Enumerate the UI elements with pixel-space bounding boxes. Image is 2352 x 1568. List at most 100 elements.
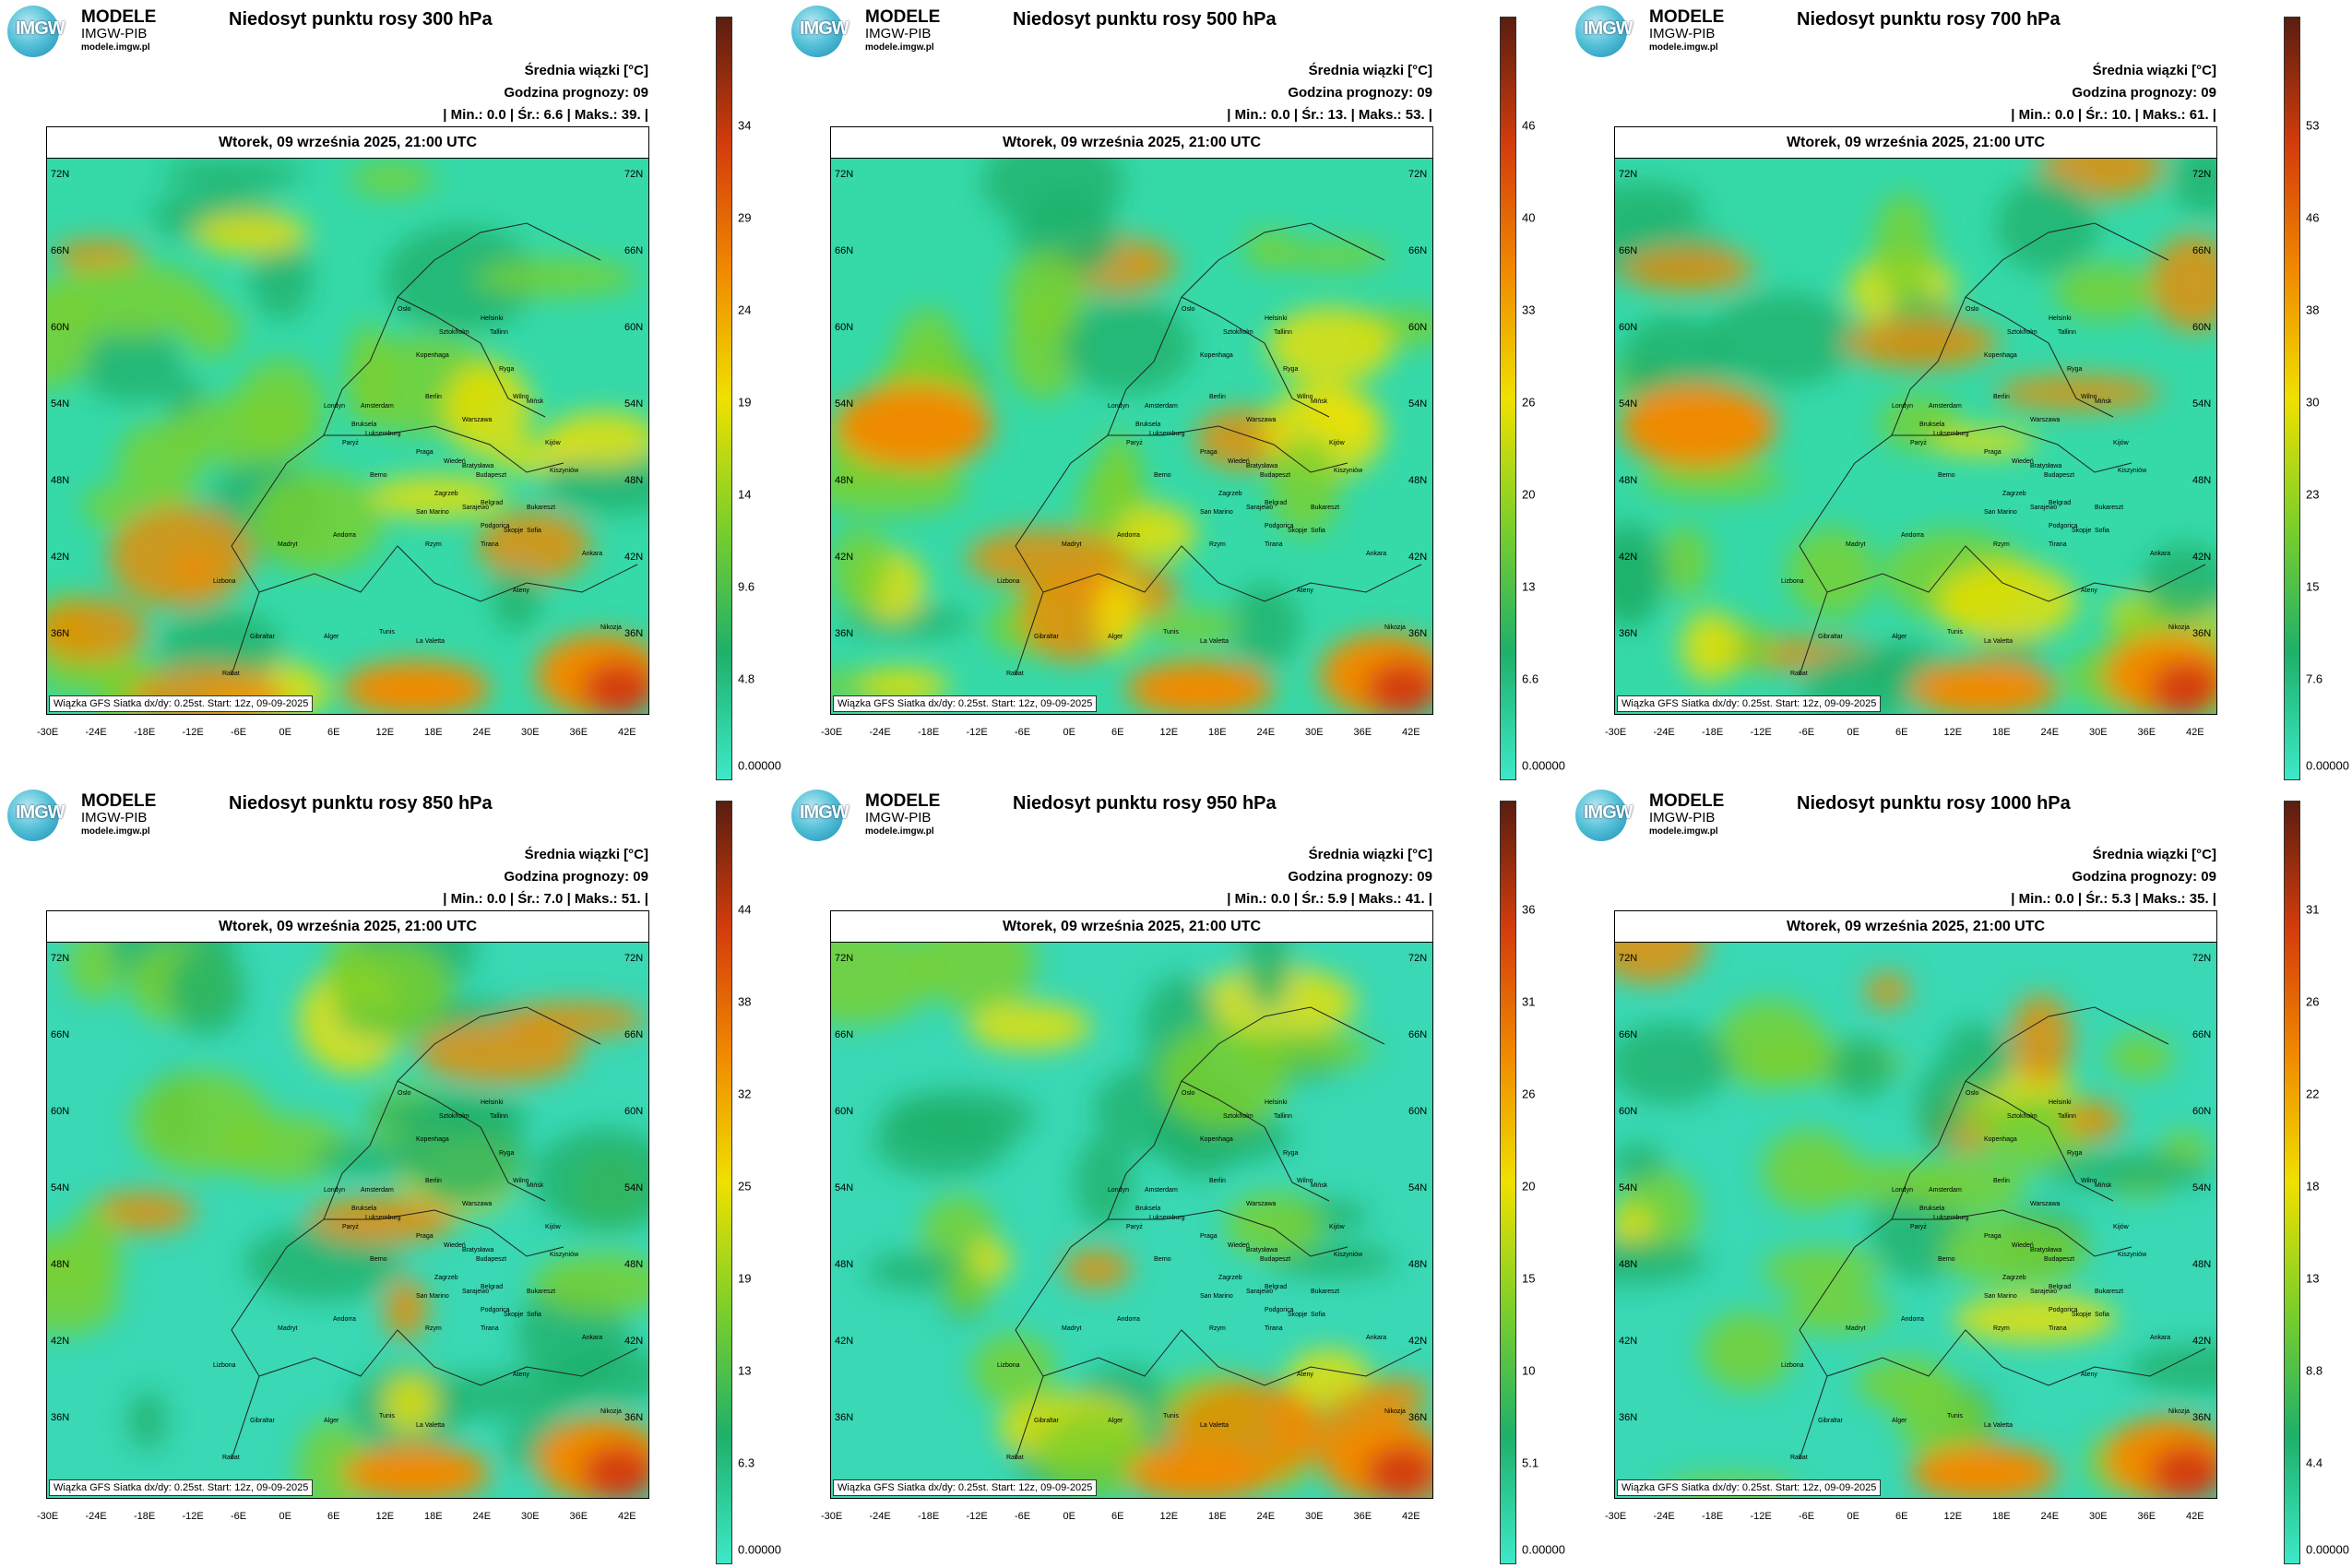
city-label: Ryga <box>499 1150 514 1157</box>
imgw-logo: IMGW MODELE IMGW-PIB modele.imgw.pl <box>784 0 955 60</box>
longitude-label: 12E <box>375 727 395 738</box>
latitude-label: 42N <box>1619 552 1637 563</box>
city-label: Madryt <box>1846 1325 1865 1332</box>
longitude-label: -12E <box>1750 727 1772 738</box>
longitude-label: 36E <box>1353 727 1372 738</box>
city-label: Andorra <box>333 532 356 539</box>
city-label: Sofia <box>527 1312 541 1318</box>
city-label: Luksemburg <box>365 431 401 437</box>
city-label: Berno <box>1154 1256 1171 1263</box>
longitude-label: 42E <box>2186 727 2204 738</box>
city-label: La Valetta <box>1200 1422 1229 1429</box>
field-blob <box>543 453 648 514</box>
city-label: Amsterdam <box>361 1187 394 1194</box>
city-label: Ateny <box>1297 588 1313 594</box>
city-label: Londyn <box>1108 1187 1129 1194</box>
longitude-label: 18E <box>424 1511 443 1522</box>
city-label: Sztokholm <box>439 1113 469 1120</box>
latitude-label: 48N <box>624 1259 643 1270</box>
colorbar-tick-label: 40 <box>1522 210 1536 225</box>
logo-subtitle: IMGW-PIB <box>1649 26 1716 42</box>
city-label: Zagrzeb <box>1218 1275 1242 1281</box>
imgw-logo-icon: IMGW <box>791 790 849 841</box>
city-label: Amsterdam <box>1929 403 1962 410</box>
city-label: Kijów <box>545 1224 562 1230</box>
latitude-label: 48N <box>835 475 853 486</box>
city-label: Luksemburg <box>365 1215 401 1221</box>
logo-url: modele.imgw.pl <box>1649 42 1718 53</box>
field-blob <box>478 511 590 581</box>
latitude-label: 60N <box>1619 322 1637 333</box>
city-label: Wilno <box>513 394 529 400</box>
longitude-label: 12E <box>1943 727 1963 738</box>
city-label: Helsinki <box>1265 315 1288 322</box>
city-label: Ankara <box>2150 551 2170 557</box>
latitude-label: 36N <box>51 1412 69 1423</box>
city-label: Lizbona <box>213 1362 236 1369</box>
latitude-label: 66N <box>1619 1029 1637 1040</box>
city-label: Ateny <box>2081 588 2097 594</box>
city-label: Rzym <box>425 1325 442 1332</box>
city-label: Nikozja <box>600 1408 622 1415</box>
city-label: Lizbona <box>1781 578 1804 585</box>
imgw-logo-icon: IMGW <box>791 6 849 57</box>
colorbar-tick-label: 38 <box>738 994 752 1009</box>
city-label: Luksemburg <box>1933 431 1969 437</box>
imgw-logo: IMGW MODELE IMGW-PIB modele.imgw.pl <box>1568 0 1739 60</box>
field-blob <box>444 362 532 457</box>
city-label: Rzym <box>425 541 442 548</box>
city-label: Lizbona <box>997 578 1020 585</box>
panel-title: Niedosyt punktu rosy 1000 hPa <box>1797 793 2071 814</box>
city-label: San Marino <box>1200 509 1233 516</box>
city-label: Praga <box>416 449 434 456</box>
latitude-label: 72N <box>624 169 643 180</box>
colorbar <box>2284 17 2300 780</box>
city-label: Sarajewo <box>2030 1289 2057 1295</box>
longitude-label: -12E <box>1750 1511 1772 1522</box>
field-blob <box>1843 318 1998 368</box>
field-map: 72N 72N 66N 66N 60N 60N 54N 54N 48N 48N 42N 42N 36N 3… <box>47 159 648 714</box>
city-label: Amsterdam <box>1145 403 1178 410</box>
city-label: Oslo <box>1182 306 1195 313</box>
longitude-label: 30E <box>1305 727 1324 738</box>
city-label: Ateny <box>513 1372 529 1378</box>
colorbar-tick-label: 32 <box>738 1087 752 1101</box>
city-label: Tunis <box>1947 629 1963 636</box>
city-label: Paryż <box>1910 440 1927 446</box>
longitude-label: -18E <box>918 1511 940 1522</box>
colorbar-tick-label: 44 <box>738 902 752 917</box>
city-label: Paryż <box>342 1224 359 1230</box>
colorbar-tick-label: 31 <box>2306 902 2320 917</box>
city-label: Nikozja <box>2168 624 2190 631</box>
city-label: Bratysława <box>1246 463 1277 469</box>
latitude-label: 54N <box>1408 398 1427 410</box>
latitude-label: 54N <box>624 1182 643 1194</box>
field-blob <box>47 283 93 388</box>
field-blob <box>1225 1193 1323 1257</box>
city-label: Tallinn <box>1274 329 1292 336</box>
field-blob <box>400 1100 526 1207</box>
longitude-label: 18E <box>1208 727 1227 738</box>
city-label: Helsinki <box>481 1099 504 1106</box>
latitude-label: 42N <box>624 552 643 563</box>
city-label: Tunis <box>379 629 395 636</box>
latitude-label: 66N <box>51 1029 69 1040</box>
colorbar-labels: 53 46 38 30 23 15 7.6 0.00000 <box>2306 17 2352 778</box>
city-label: Ateny <box>513 588 529 594</box>
city-label: Londyn <box>1892 403 1913 410</box>
mean-label: Średnia wiązki [°C] <box>524 847 648 862</box>
latitude-label: 66N <box>2192 245 2211 256</box>
longitude-label: 12E <box>1159 727 1179 738</box>
latitude-label: 36N <box>624 628 643 639</box>
city-label: Zagrzeb <box>2002 491 2026 497</box>
city-label: Mińsk <box>1311 398 1328 405</box>
field-blob <box>1940 1218 2087 1286</box>
colorbar-tick-label: 24 <box>738 303 752 317</box>
city-label: Madryt <box>1846 541 1865 548</box>
latitude-label: 48N <box>2192 475 2211 486</box>
longitude-label: -30E <box>821 1511 843 1522</box>
city-label: Helsinki <box>481 315 504 322</box>
coastline <box>1799 1006 2206 1460</box>
logo-subtitle: IMGW-PIB <box>865 810 932 826</box>
field-blob <box>193 212 309 255</box>
